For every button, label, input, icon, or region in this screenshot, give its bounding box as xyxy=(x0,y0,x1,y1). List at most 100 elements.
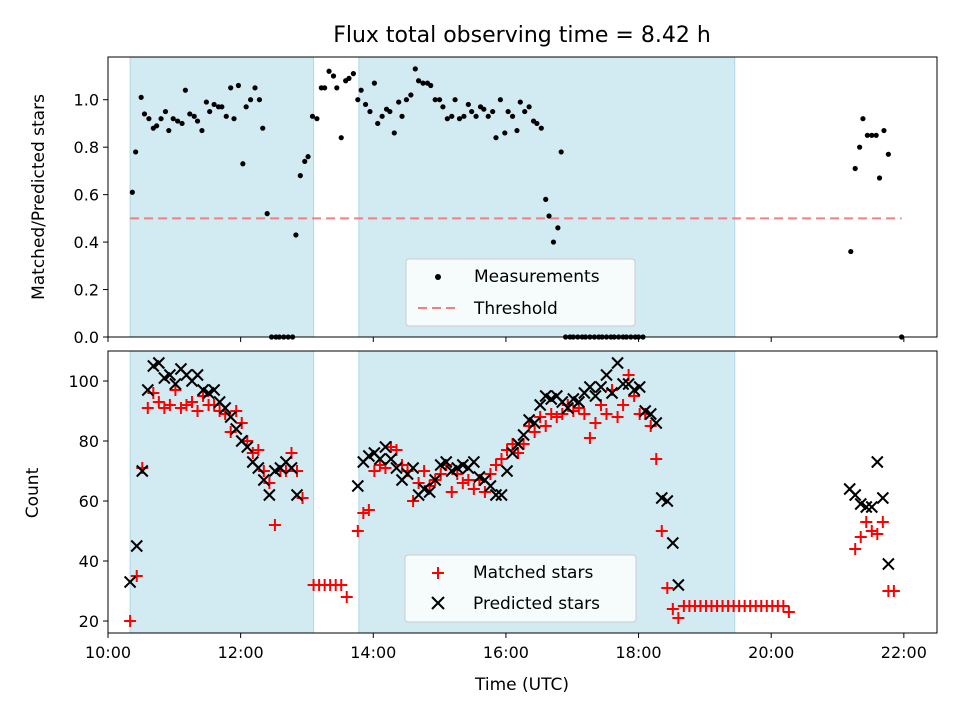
predicted-star-point xyxy=(440,455,453,469)
matched-star-point xyxy=(782,606,795,618)
matched-star-point xyxy=(517,438,530,450)
predicted-star-point xyxy=(136,464,149,478)
predicted-star-point xyxy=(252,461,265,475)
measurement-point xyxy=(240,161,246,167)
matched-star-point xyxy=(208,399,221,411)
measurement-point xyxy=(432,97,438,103)
bottom-legend: Matched stars Predicted stars xyxy=(404,554,637,623)
predicted-legend-marker xyxy=(431,596,445,610)
x-tick-label: 22:00 xyxy=(881,643,927,662)
measurement-point xyxy=(322,85,328,91)
predicted-star-point xyxy=(528,416,541,430)
x-tick-label: 16:00 xyxy=(483,643,529,662)
predicted-star-point xyxy=(467,455,481,469)
x-tick-label: 10:00 xyxy=(85,643,131,662)
measurement-point xyxy=(465,101,471,108)
bottom-y-tick-label: 40 xyxy=(79,552,99,571)
matched-star-point xyxy=(130,570,143,582)
matched-star-point xyxy=(279,465,292,477)
predicted-star-point xyxy=(484,479,497,493)
matched-star-point xyxy=(534,411,547,423)
measurement-point xyxy=(437,97,443,103)
matched-star-point xyxy=(257,465,270,477)
measurement-point xyxy=(326,68,332,74)
measurement-point xyxy=(338,135,344,141)
measurement-point xyxy=(522,108,528,115)
bottom-y-tick-label: 20 xyxy=(79,612,99,631)
matched-star-point xyxy=(512,447,525,459)
measurement-point xyxy=(179,120,185,127)
measurement-point xyxy=(358,87,364,93)
matched-legend-marker xyxy=(432,567,444,579)
matched-star-point xyxy=(197,390,210,402)
top-y-ticks: 0.0 0.2 0.4 0.6 0.8 1.0 xyxy=(74,91,108,347)
matched-star-point xyxy=(124,615,137,627)
top-frame xyxy=(107,56,938,338)
predicted-star-point xyxy=(428,473,442,487)
matched-star-point xyxy=(418,465,431,477)
bottom-y-ticks: 20 40 60 80 100 xyxy=(68,372,108,631)
measurement-point xyxy=(526,104,532,110)
predicted-star-point xyxy=(489,488,503,502)
matched-star-point xyxy=(186,396,199,408)
matched-star-point xyxy=(655,525,668,537)
predicted-star-point xyxy=(379,440,392,454)
measurement-point xyxy=(154,123,160,129)
matched-star-point xyxy=(235,417,248,429)
threshold-legend-label: Threshold xyxy=(473,299,558,319)
top-shaded-interval-1 xyxy=(129,56,315,338)
measurement-point xyxy=(371,80,377,86)
predicted-star-point xyxy=(572,395,586,409)
matched-star-point xyxy=(462,474,475,486)
top-legend-box xyxy=(405,258,636,327)
bottom-panel: 20 40 60 80 100 10:00 12:00 14:00 16:00 18:00 20:… xyxy=(23,350,938,695)
predicted-star-point xyxy=(218,401,232,415)
measurement-point xyxy=(396,99,402,105)
measurement-point xyxy=(346,75,352,81)
measurement-point xyxy=(546,213,552,219)
measurement-point xyxy=(293,232,299,238)
matched-star-point xyxy=(434,468,447,480)
matched-star-point xyxy=(556,408,569,420)
top-y-tick-label: 0.4 xyxy=(74,233,99,252)
measurement-point xyxy=(387,108,393,115)
matched-star-point xyxy=(876,516,889,528)
x-tick-label: 12:00 xyxy=(218,643,264,662)
matched-star-point xyxy=(865,525,878,537)
measurement-point xyxy=(876,175,883,181)
measurement-point xyxy=(194,118,201,124)
predicted-star-point xyxy=(390,461,403,475)
predicted-star-point xyxy=(533,398,547,412)
measurement-point xyxy=(182,87,188,93)
measurement-point xyxy=(403,97,410,103)
matched-star-point xyxy=(777,600,790,612)
measurement-point xyxy=(379,113,385,119)
measurement-point xyxy=(305,154,311,160)
predicted-star-point xyxy=(661,494,674,508)
predicted-star-point xyxy=(666,536,680,550)
measurement-point xyxy=(309,113,316,119)
matched-star-point xyxy=(589,417,602,429)
predicted-star-point xyxy=(351,479,365,493)
matched-star-point xyxy=(152,396,165,408)
matched-star-point xyxy=(291,465,304,477)
measurement-point xyxy=(481,106,487,112)
measurement-point xyxy=(367,108,373,115)
measurement-point xyxy=(362,101,369,108)
measurement-point xyxy=(138,94,144,100)
measurement-point xyxy=(166,127,172,134)
predicted-star-point xyxy=(848,488,862,502)
predicted-star-point xyxy=(672,578,685,592)
matched-star-point xyxy=(224,426,237,438)
matched-star-point xyxy=(230,405,243,417)
measurement-point xyxy=(864,132,870,138)
measurement-point xyxy=(231,116,237,122)
matched-star-point xyxy=(600,408,613,420)
measurement-point xyxy=(509,113,516,119)
measurement-point xyxy=(408,92,414,98)
measurement-point xyxy=(355,97,361,103)
measurement-point xyxy=(550,239,557,245)
predicted-legend-label: Predicted stars xyxy=(473,594,600,614)
measurement-point xyxy=(485,113,491,119)
